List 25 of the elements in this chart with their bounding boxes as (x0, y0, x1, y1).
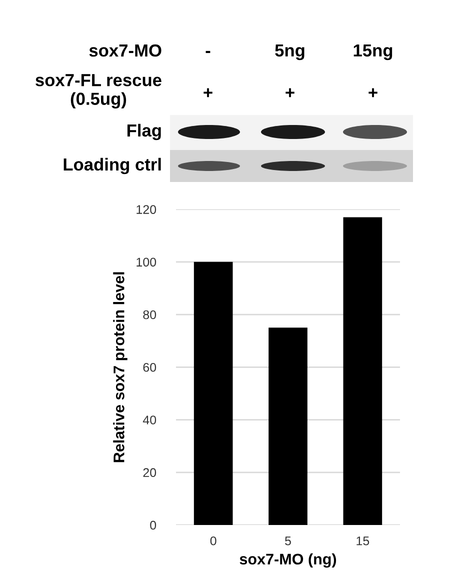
text: 5ng (275, 44, 304, 60)
y-tick-label: 80 (143, 310, 156, 320)
x-axis-title: sox7-MO (ng) (240, 553, 336, 568)
text: + (368, 88, 378, 98)
text: 15ng (354, 44, 392, 60)
text: + (204, 88, 212, 98)
text: - (206, 50, 210, 54)
y-tick-label: 60 (143, 362, 156, 372)
y-tick-label: 120 (136, 205, 156, 214)
y-tick-label: 40 (142, 416, 156, 424)
text: + (286, 88, 294, 98)
bar (268, 328, 308, 525)
text: Loading ctrl (64, 158, 161, 174)
text: sox7-FL rescue (0.5ug) (36, 74, 162, 108)
bar (194, 262, 233, 525)
x-tick-label: 15 (356, 536, 370, 546)
y-tick-label: 100 (136, 258, 156, 267)
y-axis-title: Relative sox7 protein level (113, 272, 128, 462)
y-tick-label: 0 (150, 520, 156, 530)
text: sox7-MO (89, 44, 162, 57)
y-tick-label: 20 (143, 468, 156, 478)
x-tick-label: 0 (210, 536, 216, 546)
bar (343, 217, 382, 525)
text: Flag (127, 124, 161, 140)
x-tick-label: 5 (285, 536, 291, 546)
